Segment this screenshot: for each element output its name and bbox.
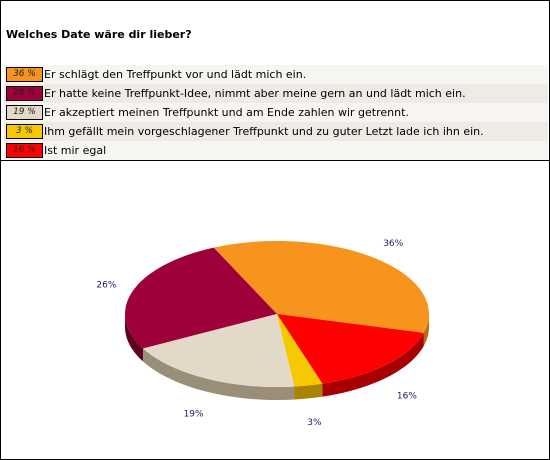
legend-item: 3 % Ihm gefällt mein vorgeschlagener Tref… [4, 122, 548, 141]
pie-data-label: 36% [383, 239, 403, 249]
pie-slice [143, 314, 295, 387]
pie-data-label: 19% [184, 409, 204, 419]
legend-label: Ist mir egal [44, 144, 107, 157]
legend-label: Er schlägt den Treffpunkt vor und lädt m… [44, 68, 307, 81]
poll-question: Welches Date wäre dir lieber? [6, 28, 192, 41]
pie-slice-side [125, 314, 144, 362]
pie-chart: 36% 26% 19% 3% 16% [96, 239, 429, 428]
pie-slice-side [294, 383, 323, 400]
legend-label: Ihm gefällt mein vorgeschlagener Treffpu… [44, 125, 484, 138]
pie-slice-side [143, 348, 295, 400]
legend-item: 26 % Er hatte keine Treffpunkt-Idee, nimm… [4, 84, 548, 103]
legend-item: 16 % Ist mir egal [4, 141, 548, 160]
divider [1, 160, 549, 161]
legend-swatch: 19 % [6, 105, 43, 120]
legend-item: 36 % Er schlägt den Treffpunkt vor und lä… [4, 65, 548, 84]
pie-slice-side [423, 314, 429, 346]
pie-data-label: 3% [307, 418, 322, 428]
legend-swatch: 16 % [6, 143, 43, 158]
legend-swatch: 3 % [6, 124, 43, 139]
pie-data-label: 26% [96, 280, 116, 290]
legend-item: 19 % Er akzeptiert meinen Treffpunkt und … [4, 103, 548, 122]
pie-slice [277, 314, 323, 387]
legend-label: Er hatte keine Treffpunkt-Idee, nimmt ab… [44, 87, 466, 100]
legend-label: Er akzeptiert meinen Treffpunkt und am E… [44, 106, 409, 119]
pie-data-label: 16% [397, 391, 417, 401]
pie-slice [125, 247, 277, 349]
legend-swatch: 26 % [6, 86, 43, 101]
legend: 36 % Er schlägt den Treffpunkt vor und lä… [4, 65, 548, 160]
pie-slice [277, 314, 424, 384]
pie-slice [213, 241, 429, 333]
pie-slice-side [322, 332, 424, 397]
legend-swatch: 36 % [6, 67, 43, 82]
